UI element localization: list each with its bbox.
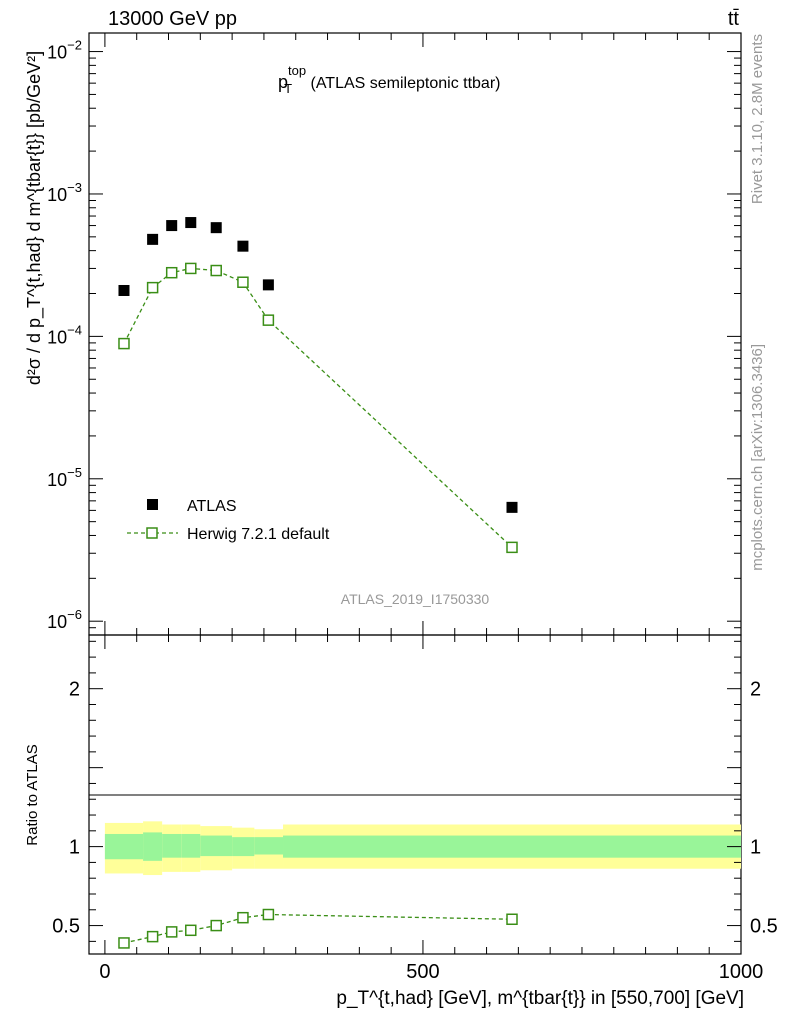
y-tick-label-top: 10−5: [47, 465, 82, 490]
y-tick-label-exp: −4: [67, 322, 82, 337]
band-inner-4: [200, 835, 233, 857]
y-tick-label-ratio-right: 2: [750, 679, 761, 701]
band-inner-2: [162, 833, 182, 858]
uncertainty-bands: [104, 821, 741, 876]
data-point: [118, 284, 130, 296]
band-inner-7: [283, 835, 741, 858]
mcplots-label: mcplots.cern.ch [arXiv:1306.3436]: [749, 344, 766, 571]
data-point: [210, 222, 222, 234]
ratio-point: [185, 924, 197, 937]
ratio-point: [262, 908, 275, 921]
legend-data-marker: [147, 499, 158, 510]
y-axis-label-top: d²σ / d p_T^{t,had} d m^{tbar{t}} [pb/Ge…: [24, 51, 45, 385]
x-tick-label: 500: [406, 961, 439, 983]
ratio-line: [123, 913, 513, 944]
band-inner-5: [232, 837, 255, 857]
y-tick-label-exp: −5: [67, 465, 82, 480]
mc-point: [146, 281, 159, 294]
y-tick-label-ratio-left: 1: [69, 837, 80, 859]
band-inner-0: [104, 833, 144, 860]
data-point: [147, 233, 159, 245]
plot-title-sub: T: [284, 81, 292, 96]
y-tick-label-base: 10: [47, 327, 67, 347]
mc-point: [185, 262, 197, 275]
mc-point: [262, 314, 275, 326]
data-point: [166, 220, 178, 232]
data-point: [262, 279, 274, 291]
legend-data-label: ATLAS: [187, 498, 237, 515]
data-point: [506, 501, 518, 513]
mc-point: [118, 337, 130, 350]
mc-line: [123, 267, 513, 548]
ratio-point: [165, 926, 178, 938]
process-label: tt̄: [728, 8, 740, 30]
ratio-point: [210, 919, 222, 932]
analysis-id: ATLAS_2019_I1750330: [341, 591, 490, 607]
y-tick-label-base: 10: [47, 612, 67, 632]
ratio-point: [506, 913, 518, 926]
main-plot-frame: [88, 32, 742, 636]
mc-point: [237, 276, 249, 288]
energy-label: 13000 GeV pp: [108, 8, 237, 30]
ratio-point: [118, 937, 130, 949]
plot-title-rest: (ATLAS semileptonic ttbar): [306, 75, 500, 92]
y-tick-label-top: 10−4: [47, 322, 82, 347]
band-inner-1: [143, 832, 163, 861]
y-tick-label-exp: −2: [67, 38, 82, 53]
y-tick-label-ratio-left: 2: [69, 679, 80, 701]
ratio-point: [146, 930, 159, 943]
data-point: [185, 217, 197, 229]
y-tick-label-ratio-right: 0.5: [750, 916, 778, 938]
plot-title: ptop T (ATLAS semileptonic ttbar): [278, 63, 500, 96]
y-tick-label-exp: −3: [67, 180, 82, 195]
mc-point: [506, 541, 518, 554]
plot-title-main: p: [278, 72, 288, 92]
band-inner-3: [181, 833, 201, 858]
band-inner-6: [254, 837, 284, 855]
plot-title-sup: top: [288, 63, 306, 78]
x-tick-label: 1000: [719, 961, 764, 983]
data-series: [118, 217, 518, 949]
y-tick-label-top: 10−6: [47, 607, 82, 632]
mc-point: [165, 266, 178, 279]
legend-mc-label: Herwig 7.2.1 default: [187, 526, 330, 543]
x-axis-label: p_T^{t,had} [GeV], m^{tbar{t}} in [550,7…: [336, 988, 744, 1009]
y-tick-label-top: 10−3: [47, 180, 82, 205]
data-point: [237, 240, 249, 252]
y-tick-label-base: 10: [47, 43, 67, 63]
y-tick-label-top: 10−2: [47, 38, 82, 63]
axis-ticks: 10−210−310−410−510−62 21 10.5 0.50 500 1000: [47, 33, 778, 983]
mc-point: [210, 264, 222, 277]
x-tick-label: 0: [99, 961, 110, 983]
y-tick-label-base: 10: [47, 185, 67, 205]
y-tick-label-ratio-right: 1: [750, 837, 761, 859]
y-tick-label-ratio-left: 0.5: [52, 916, 80, 938]
ratio-point: [237, 911, 249, 924]
legend-mc-marker: [146, 527, 158, 539]
y-tick-label-base: 10: [47, 470, 67, 490]
y-tick-label-exp: −6: [67, 607, 82, 622]
y-axis-label-bottom: Ratio to ATLAS: [24, 744, 41, 845]
rivet-label: Rivet 3.1.10, 2.8M events: [749, 34, 766, 204]
